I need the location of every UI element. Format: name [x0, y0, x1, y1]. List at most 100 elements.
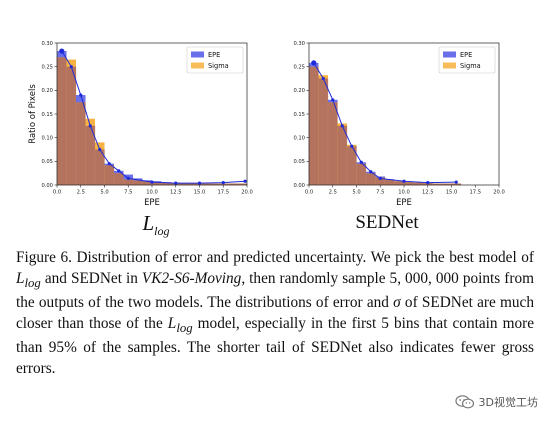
y-tick-label: 0.10	[41, 135, 53, 141]
x-tick-label: 7.5	[376, 190, 384, 196]
bar-overlap	[384, 179, 395, 186]
x-tick-label: 17.5	[469, 190, 481, 196]
data-point	[402, 179, 406, 183]
y-tick-label: 0.15	[41, 112, 53, 118]
bar-epe	[133, 178, 143, 181]
figure-caption: Figure 6. Distribution of error and pred…	[16, 248, 534, 379]
data-point	[150, 180, 154, 184]
caption-sigma: σ	[393, 294, 401, 312]
legend-swatch-sigma	[191, 62, 204, 69]
data-point	[174, 181, 178, 185]
bar-epe	[152, 181, 162, 183]
bar-overlap	[318, 78, 329, 186]
figure-canvas: 0.0 2.5 5.0 7.5 10.0 12.5 15.0 17.5 20.0 0.00 0.05…	[28, 41, 505, 208]
data-point	[426, 181, 430, 185]
bar-epe	[57, 51, 67, 58]
x-tick-label: 12.5	[422, 190, 434, 196]
bar-overlap	[75, 102, 86, 186]
y-tick-label: 0.20	[293, 88, 305, 94]
data-point	[321, 76, 325, 81]
y-tick-label: 0.25	[41, 64, 53, 70]
data-point	[331, 98, 335, 102]
legend-label-epe: EPE	[460, 51, 472, 59]
y-tick-label: 0.00	[293, 183, 305, 189]
bar-overlap	[66, 66, 77, 186]
y-tick-label: 0.10	[293, 135, 305, 141]
bar-overlap	[132, 180, 143, 186]
bar-sigma	[85, 118, 95, 126]
subfigure-label-right: SEDNet	[355, 212, 419, 233]
caption-text-2: and SEDNet in	[40, 269, 142, 287]
data-point	[88, 124, 92, 128]
x-tick-label: 20.0	[241, 190, 253, 196]
bar-overlap	[113, 173, 124, 186]
legend-label-sigma: Sigma	[208, 62, 229, 70]
caption-loss-symbol: Llog	[16, 269, 41, 290]
data-point	[340, 124, 344, 128]
legend-label-epe: EPE	[208, 51, 220, 59]
caption-text-3: , then randomly sample 5, 000, 000 point…	[16, 269, 534, 312]
bar-sigma	[66, 59, 76, 67]
legend-swatch-epe	[191, 51, 204, 58]
bar-overlap	[413, 182, 424, 186]
data-point	[311, 60, 317, 66]
y-tick-label: 0.15	[293, 112, 305, 118]
data-point	[350, 144, 354, 148]
bar-overlap	[365, 173, 376, 186]
x-tick-label: 10.0	[146, 190, 158, 196]
caption-text-1: Figure 6. Distribution of error and pred…	[16, 249, 534, 266]
data-point	[126, 176, 130, 180]
data-point	[107, 162, 111, 166]
data-point	[79, 93, 83, 97]
y-axis-label: Ratio of Pixels	[28, 84, 38, 144]
y-tick-label: 0.00	[41, 183, 53, 189]
legend-swatch-sigma	[443, 62, 456, 69]
caption-text-5: model, especially in the first 5 bins th…	[16, 314, 535, 377]
chart-left: 0.0 2.5 5.0 7.5 10.0 12.5 15.0 17.5 20.0 0.00 0.05…	[28, 41, 253, 208]
watermark-text: 3D视觉工坊	[478, 396, 538, 409]
data-point	[69, 65, 73, 69]
bar-epe	[142, 180, 152, 182]
bar-overlap	[104, 164, 115, 186]
x-tick-label: 5.0	[352, 190, 360, 196]
x-axis-label: EPE	[144, 198, 160, 208]
subfigure-label-left: Llog	[142, 211, 170, 238]
bar-epe	[76, 95, 86, 103]
data-point	[59, 48, 65, 54]
x-tick-label: 10.0	[398, 190, 410, 196]
bar-sigma	[318, 75, 328, 79]
x-tick-label: 0.0	[305, 190, 313, 196]
caption-loss-symbol-2: Llog	[167, 314, 193, 335]
wechat-icon	[454, 395, 474, 409]
watermark: 3D视觉工坊	[454, 394, 538, 410]
x-tick-label: 7.5	[124, 190, 132, 196]
x-tick-label: 20.0	[493, 190, 505, 196]
bar-overlap	[403, 182, 414, 186]
y-tick-label: 0.30	[41, 41, 53, 47]
data-point	[243, 179, 247, 183]
caption-dataset: VK2-S6-Moving	[141, 269, 242, 287]
legend-swatch-epe	[443, 51, 456, 58]
bar-overlap	[356, 163, 367, 186]
x-tick-label: 15.0	[446, 190, 458, 196]
y-tick-label: 0.05	[41, 159, 53, 165]
bar-overlap	[337, 125, 348, 186]
x-tick-label: 0.0	[53, 190, 61, 196]
chart-right: 0.0 2.5 5.0 7.5 10.0 12.5 15.0 17.5 20.0 0.00 0.05…	[293, 41, 504, 208]
x-tick-label: 15.0	[194, 190, 206, 196]
caption-text-4: of SEDNet are much closer than those of …	[16, 294, 534, 332]
x-tick-label: 2.5	[77, 190, 85, 196]
bar-overlap	[56, 57, 67, 186]
bar-sigma	[95, 142, 105, 150]
data-point	[98, 147, 102, 152]
data-point	[369, 170, 373, 174]
x-tick-label: 17.5	[217, 190, 229, 196]
data-point	[454, 180, 458, 184]
data-point	[359, 160, 363, 164]
y-tick-label: 0.25	[293, 64, 305, 70]
y-tick-label: 0.05	[293, 159, 305, 165]
data-point	[197, 181, 202, 185]
data-point	[221, 181, 225, 185]
data-point	[117, 169, 121, 173]
data-point	[378, 176, 382, 180]
